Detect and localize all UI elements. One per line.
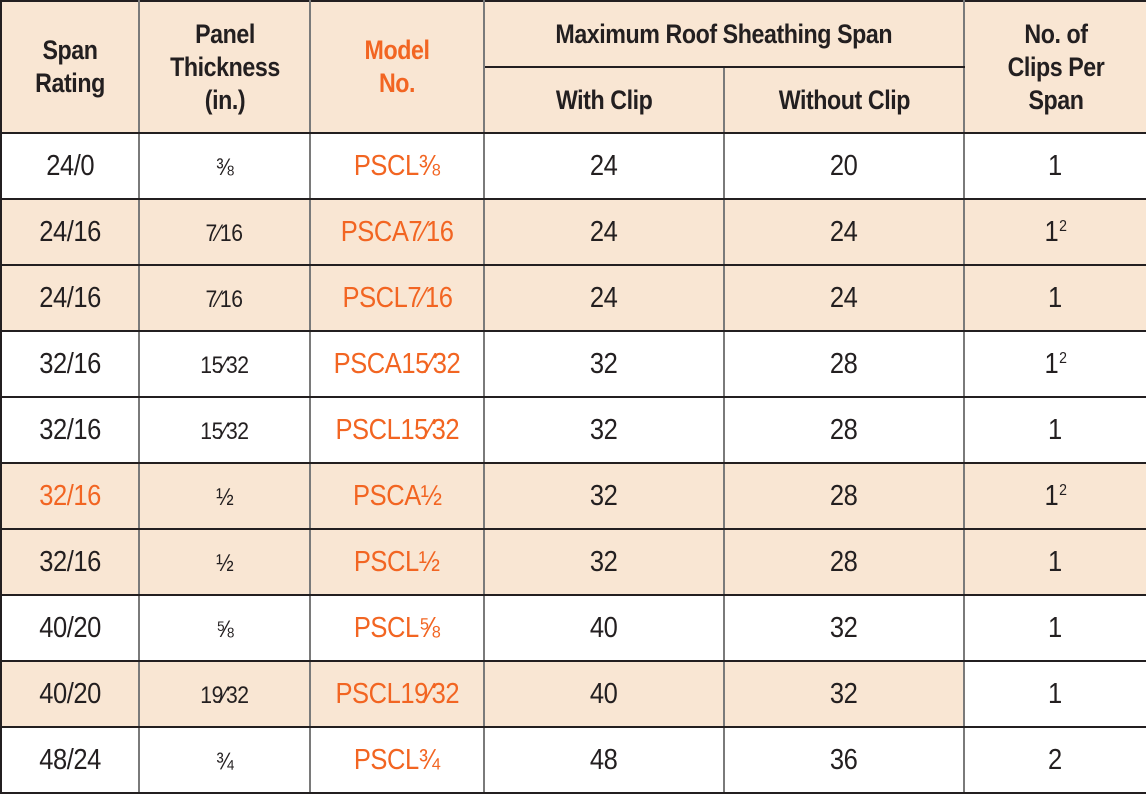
table-row: 40/20 ⅝ PSCL⅝ 40 32 1	[0, 594, 1146, 662]
cell-panel-thickness: ⅝	[138, 594, 311, 662]
cell-without-clip: 28	[723, 528, 965, 596]
cell-without-clip: 24	[723, 198, 965, 266]
cell-model-no: PSCA½	[309, 462, 485, 530]
table-row: 40/20 19⁄32 PSCL19⁄32 40 32 1	[0, 660, 1146, 728]
cell-model-no: PSCL⅜	[309, 132, 485, 200]
footnote-marker: 2	[1059, 217, 1067, 235]
cell-with-clip: 24	[483, 132, 725, 200]
cell-with-clip: 40	[483, 594, 725, 662]
cell-span-rating: 40/20	[0, 594, 140, 662]
header-model-no: Model No.	[309, 0, 485, 134]
header-span-rating: Span Rating	[0, 0, 140, 134]
cell-with-clip: 32	[483, 330, 725, 398]
cell-clips-per-span: 12	[963, 462, 1146, 530]
cell-panel-thickness: ⅜	[138, 132, 311, 200]
cell-panel-thickness: ½	[138, 462, 311, 530]
header-clips-per-span: No. of Clips Per Span	[963, 0, 1146, 134]
cell-panel-thickness: ½	[138, 528, 311, 596]
table-row: 32/16 15⁄32 PSCA15⁄32 32 28 12	[0, 330, 1146, 398]
cell-span-rating: 24/16	[0, 198, 140, 266]
table-row: 24/16 7⁄16 PSCL7⁄16 24 24 1	[0, 264, 1146, 332]
table-row: 32/16 ½ PSCA½ 32 28 12	[0, 462, 1146, 530]
cell-with-clip: 24	[483, 264, 725, 332]
cell-without-clip: 20	[723, 132, 965, 200]
cell-clips-per-span: 1	[963, 396, 1146, 464]
cell-span-rating: 32/16	[0, 330, 140, 398]
cell-with-clip: 32	[483, 528, 725, 596]
cell-clips-per-span: 1	[963, 132, 1146, 200]
cell-clips-per-span: 1	[963, 660, 1146, 728]
cell-without-clip: 28	[723, 330, 965, 398]
table-row: 32/16 ½ PSCL½ 32 28 1	[0, 528, 1146, 596]
cell-model-no: PSCA15⁄32	[309, 330, 485, 398]
cell-panel-thickness: 7⁄16	[138, 198, 311, 266]
cell-without-clip: 32	[723, 594, 965, 662]
cell-with-clip: 32	[483, 396, 725, 464]
cell-without-clip: 32	[723, 660, 965, 728]
cell-without-clip: 28	[723, 396, 965, 464]
cell-clips-per-span: 12	[963, 330, 1146, 398]
cell-model-no: PSCL15⁄32	[309, 396, 485, 464]
cell-span-rating: 32/16	[0, 528, 140, 596]
cell-span-rating: 48/24	[0, 726, 140, 794]
cell-model-no: PSCL19⁄32	[309, 660, 485, 728]
cell-model-no: PSCL½	[309, 528, 485, 596]
cell-without-clip: 28	[723, 462, 965, 530]
cell-without-clip: 36	[723, 726, 965, 794]
cell-clips-per-span: 1	[963, 594, 1146, 662]
header-panel-thickness: Panel Thickness (in.)	[138, 0, 311, 134]
table-row: 32/16 15⁄32 PSCL15⁄32 32 28 1	[0, 396, 1146, 464]
header-without-clip: Without Clip	[723, 66, 965, 134]
cell-clips-per-span: 1	[963, 528, 1146, 596]
cell-span-rating: 24/0	[0, 132, 140, 200]
table-row: 24/0 ⅜ PSCL⅜ 24 20 1	[0, 132, 1146, 200]
table-row: 24/16 7⁄16 PSCA7⁄16 24 24 12	[0, 198, 1146, 266]
cell-clips-per-span: 2	[963, 726, 1146, 794]
cell-model-no: PSCA7⁄16	[309, 198, 485, 266]
cell-with-clip: 32	[483, 462, 725, 530]
cell-panel-thickness: ¾	[138, 726, 311, 794]
cell-panel-thickness: 15⁄32	[138, 396, 311, 464]
cell-without-clip: 24	[723, 264, 965, 332]
table-row: 48/24 ¾ PSCL¾ 48 36 2	[0, 726, 1146, 794]
cell-span-rating: 32/16	[0, 396, 140, 464]
table-body: 24/0 ⅜ PSCL⅜ 24 20 1 24/16 7⁄16 PSCA7⁄16…	[0, 132, 1146, 794]
cell-span-rating: 32/16	[0, 462, 140, 530]
cell-panel-thickness: 7⁄16	[138, 264, 311, 332]
footnote-marker: 2	[1059, 481, 1067, 499]
cell-with-clip: 48	[483, 726, 725, 794]
cell-with-clip: 24	[483, 198, 725, 266]
footnote-marker: 2	[1059, 349, 1067, 367]
cell-clips-per-span: 12	[963, 198, 1146, 266]
cell-model-no: PSCL7⁄16	[309, 264, 485, 332]
cell-panel-thickness: 15⁄32	[138, 330, 311, 398]
cell-model-no: PSCL¾	[309, 726, 485, 794]
header-with-clip: With Clip	[483, 66, 725, 134]
cell-model-no: PSCL⅝	[309, 594, 485, 662]
cell-span-rating: 24/16	[0, 264, 140, 332]
cell-clips-per-span: 1	[963, 264, 1146, 332]
cell-span-rating: 40/20	[0, 660, 140, 728]
cell-panel-thickness: 19⁄32	[138, 660, 311, 728]
header-max-roof-sheathing-span: Maximum Roof Sheathing Span	[483, 0, 965, 68]
cell-with-clip: 40	[483, 660, 725, 728]
